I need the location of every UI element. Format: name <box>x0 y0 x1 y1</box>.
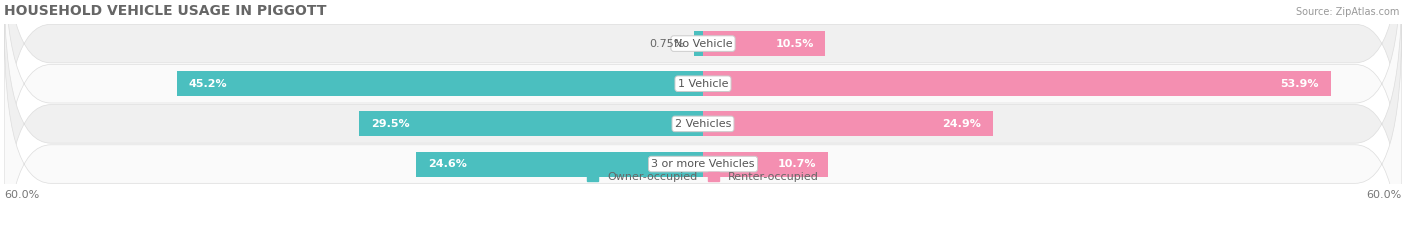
Bar <box>703 152 828 177</box>
Text: 24.6%: 24.6% <box>427 159 467 169</box>
Text: 1 Vehicle: 1 Vehicle <box>678 79 728 89</box>
FancyBboxPatch shape <box>4 0 1402 233</box>
Text: 3 or more Vehicles: 3 or more Vehicles <box>651 159 755 169</box>
FancyBboxPatch shape <box>4 0 1402 185</box>
Bar <box>703 71 1331 96</box>
Text: No Vehicle: No Vehicle <box>673 39 733 49</box>
Bar <box>703 31 825 56</box>
Text: 29.5%: 29.5% <box>371 119 409 129</box>
Bar <box>416 152 703 177</box>
Text: 10.5%: 10.5% <box>775 39 814 49</box>
FancyBboxPatch shape <box>4 0 1402 225</box>
Text: 10.7%: 10.7% <box>778 159 815 169</box>
Text: 60.0%: 60.0% <box>4 190 39 200</box>
Text: 0.75%: 0.75% <box>650 39 685 49</box>
Bar <box>703 111 993 136</box>
Text: HOUSEHOLD VEHICLE USAGE IN PIGGOTT: HOUSEHOLD VEHICLE USAGE IN PIGGOTT <box>4 4 326 18</box>
Text: 60.0%: 60.0% <box>1367 190 1402 200</box>
Bar <box>177 71 703 96</box>
Text: 53.9%: 53.9% <box>1281 79 1319 89</box>
Text: Source: ZipAtlas.com: Source: ZipAtlas.com <box>1295 7 1399 17</box>
Bar <box>695 31 703 56</box>
Bar <box>360 111 703 136</box>
Legend: Owner-occupied, Renter-occupied: Owner-occupied, Renter-occupied <box>582 167 824 187</box>
Text: 2 Vehicles: 2 Vehicles <box>675 119 731 129</box>
Text: 24.9%: 24.9% <box>942 119 981 129</box>
Text: 45.2%: 45.2% <box>188 79 226 89</box>
FancyBboxPatch shape <box>4 23 1402 233</box>
